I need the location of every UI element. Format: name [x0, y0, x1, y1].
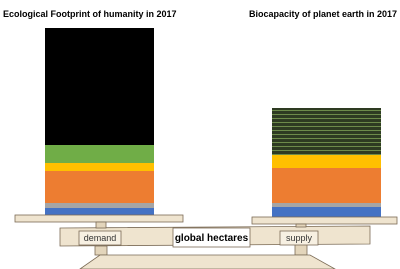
biocapacity-stack [272, 108, 381, 217]
left-title: Ecological Footprint of humanity in 2017 [3, 9, 177, 19]
demand-label: demand [84, 233, 117, 243]
scale-diagram: Ecological Footprint of humanity in 2017… [0, 0, 400, 269]
footprint-stack [45, 28, 154, 215]
supply-label: supply [286, 233, 313, 243]
center-label: global hectares [175, 233, 249, 244]
page: {"left_title": "Ecological Footprint of … [0, 0, 400, 269]
right-title: Biocapacity of planet earth in 2017 [249, 9, 397, 19]
